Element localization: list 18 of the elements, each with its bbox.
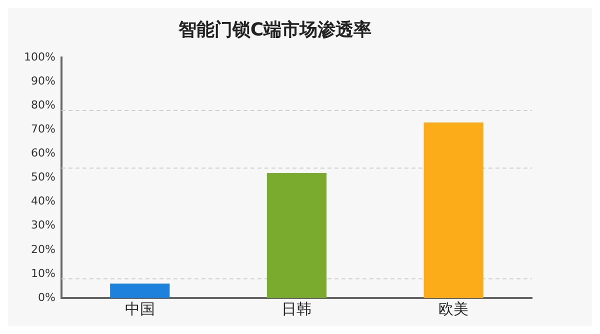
- y-tick-label: 80%: [30, 98, 56, 112]
- y-tick-label: 90%: [30, 74, 56, 88]
- bar: [110, 284, 170, 298]
- y-tick-label: 10%: [30, 266, 56, 280]
- y-tick-label: 50%: [30, 170, 56, 184]
- chart-title: 智能门锁C端市场渗透率: [177, 19, 372, 40]
- y-tick-label: 30%: [30, 218, 56, 232]
- y-tick-label: 20%: [30, 242, 56, 256]
- y-tick-label: 0%: [38, 290, 56, 304]
- x-tick-label: 欧美: [438, 300, 469, 318]
- y-tick-label: 60%: [30, 146, 56, 160]
- y-tick-label: 70%: [30, 122, 56, 136]
- y-tick-label: 40%: [30, 194, 56, 208]
- x-tick-label: 日韩: [282, 300, 312, 318]
- bar: [266, 172, 327, 298]
- y-tick-label: 100%: [24, 50, 56, 64]
- bar: [424, 122, 484, 298]
- x-tick-label: 中国: [124, 300, 155, 318]
